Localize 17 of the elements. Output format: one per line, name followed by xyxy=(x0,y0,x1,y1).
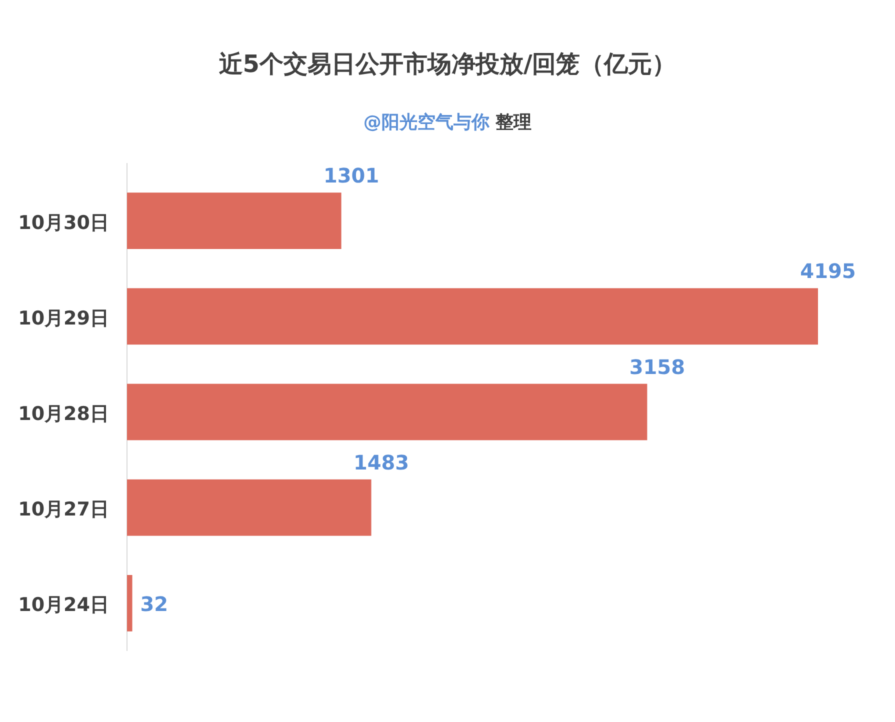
bar xyxy=(127,479,372,536)
data-label: 1483 xyxy=(353,450,410,474)
data-label: 1301 xyxy=(323,164,380,188)
chart-title: 近5个交易日公开市场净投放/回笼（亿元） xyxy=(218,50,676,78)
data-label: 32 xyxy=(140,592,168,616)
bar xyxy=(127,288,818,345)
chart-subtitle: @阳光空气与你 整理 xyxy=(363,112,532,133)
y-tick-label: 10月28日 xyxy=(18,403,109,425)
data-label: 4195 xyxy=(800,259,856,284)
y-tick-label: 10月27日 xyxy=(18,498,109,521)
bar xyxy=(127,575,132,632)
y-tick-label: 10月24日 xyxy=(18,594,109,616)
bar xyxy=(127,192,342,249)
y-tick-label: 10月30日 xyxy=(18,212,109,234)
bar xyxy=(127,384,648,440)
data-label: 3158 xyxy=(629,354,686,379)
y-tick-label: 10月29日 xyxy=(18,307,109,330)
